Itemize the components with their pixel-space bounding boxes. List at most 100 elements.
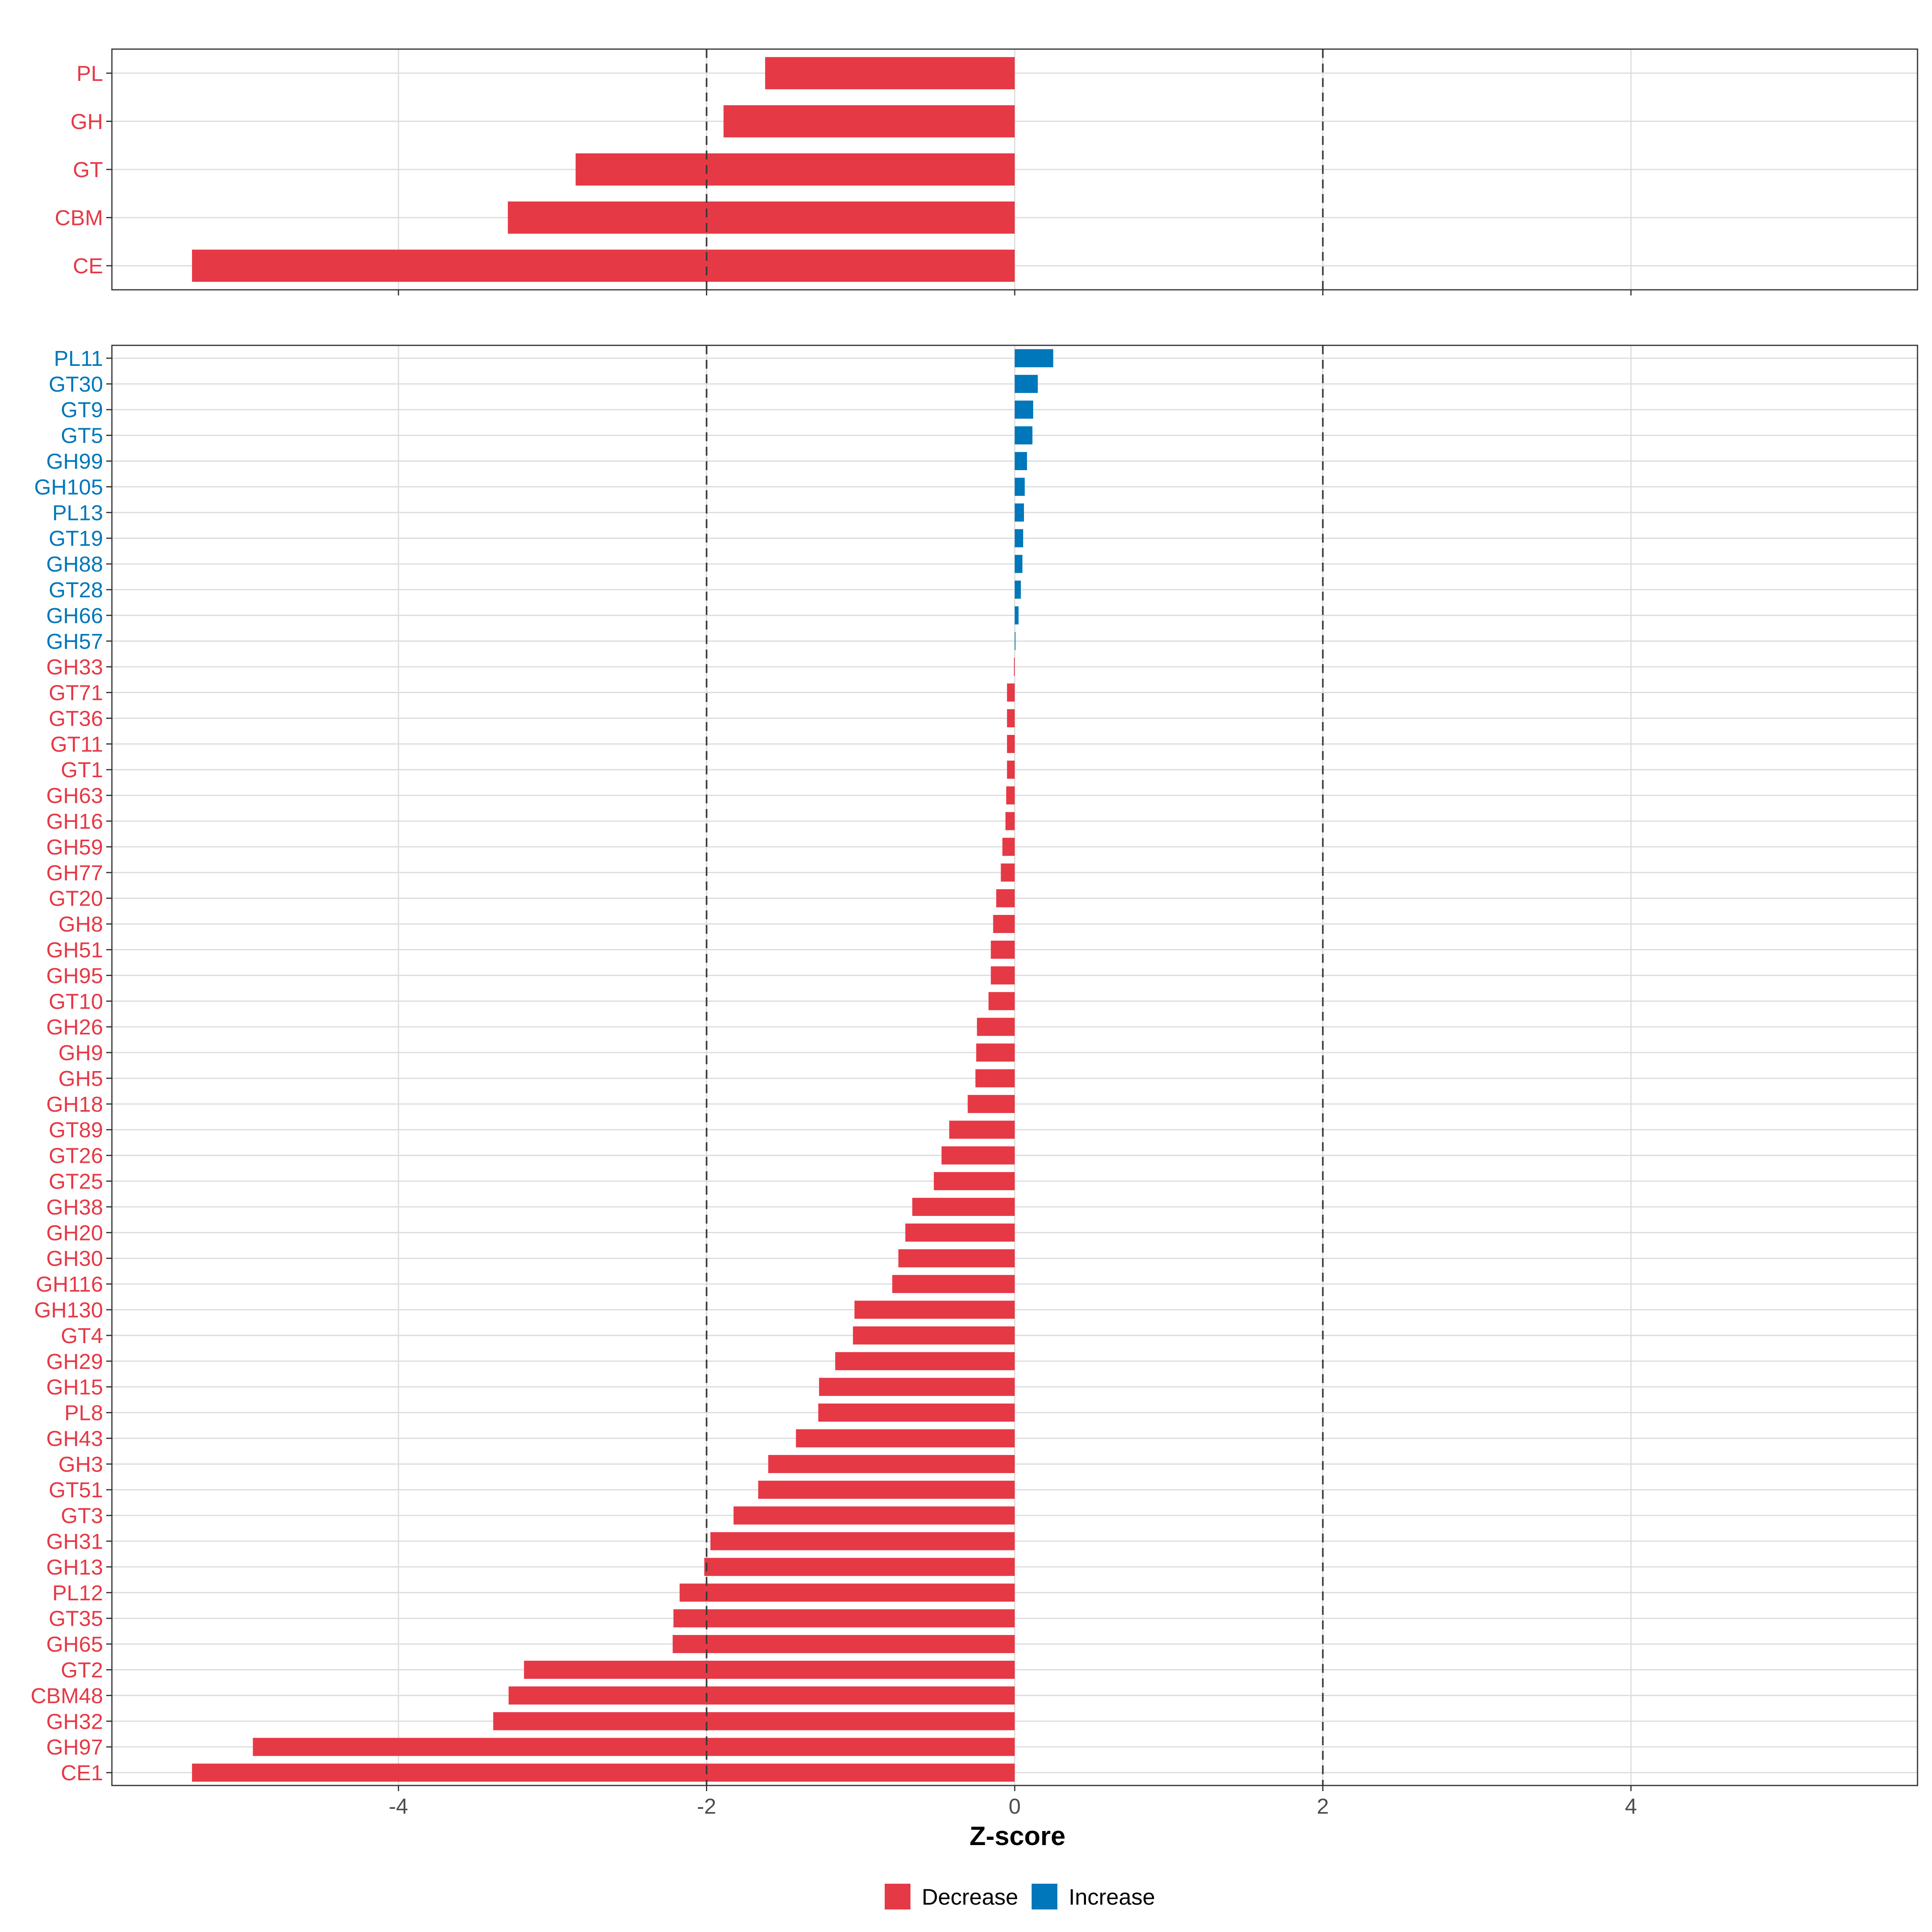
bottom-category-label-gh99: GH99 [46,450,103,474]
bottom-category-label-gt30: GT30 [49,372,103,396]
legend-label-decrease: Decrease [922,1884,1018,1909]
top-bar-cbm [508,201,1015,234]
bottom-category-label-gh26: GH26 [46,1015,103,1039]
bottom-category-label-gt51: GT51 [49,1478,103,1502]
bottom-bar-gh43 [796,1429,1015,1447]
bottom-bar-gt89 [949,1121,1015,1139]
bottom-category-label-gh3: GH3 [58,1452,103,1476]
bottom-bar-gh13 [704,1558,1015,1576]
x-tick-label: 4 [1625,1794,1637,1818]
bottom-bar-gt25 [934,1172,1015,1191]
bottom-category-label-ce1: CE1 [61,1761,103,1785]
bottom-bar-gh8 [993,915,1015,933]
bottom-category-label-gh63: GH63 [46,784,103,808]
bottom-category-label-gh97: GH97 [46,1735,103,1759]
bottom-category-label-gh29: GH29 [46,1350,103,1374]
bottom-category-label-gh88: GH88 [46,552,103,576]
bottom-category-label-pl12: PL12 [52,1581,103,1605]
bottom-bar-gh63 [1006,786,1015,805]
top-bar-gh [723,105,1015,138]
bottom-bar-gh29 [835,1352,1015,1371]
x-tick-label: -2 [697,1794,716,1818]
bottom-bar-gt51 [758,1480,1015,1499]
bottom-category-label-gh33: GH33 [46,655,103,679]
bottom-bar-pl13 [1015,503,1024,522]
top-category-label-gt: GT [73,158,103,182]
bottom-bar-gh51 [991,940,1015,959]
top-bar-gt [576,153,1015,186]
bottom-category-label-pl13: PL13 [52,501,103,525]
bottom-category-label-gh65: GH65 [46,1633,103,1657]
bottom-category-label-gt11: GT11 [50,732,103,756]
bottom-category-label-gh5: GH5 [58,1067,103,1091]
bottom-bar-gt3 [733,1506,1015,1525]
bottom-category-label-gt71: GT71 [49,681,103,705]
bottom-category-label-gt4: GT4 [61,1324,103,1348]
bottom-category-label-gh116: GH116 [36,1272,103,1296]
bottom-bar-gt10 [988,992,1015,1010]
bottom-bar-gt19 [1015,529,1024,547]
bottom-bar-pl11 [1015,349,1053,367]
bottom-category-label-gh8: GH8 [58,912,103,937]
bottom-bar-gh20 [905,1223,1015,1242]
bottom-category-label-gh59: GH59 [46,835,103,859]
bottom-category-label-gh43: GH43 [46,1426,103,1451]
bottom-category-label-gt35: GT35 [49,1607,103,1631]
bottom-bar-gt1 [1007,760,1015,779]
bottom-bar-gh16 [1005,812,1015,830]
bottom-bar-gt26 [941,1146,1015,1165]
bottom-category-label-pl11: PL11 [54,347,103,371]
bottom-category-label-gh20: GH20 [46,1221,103,1245]
bottom-bar-gh15 [819,1378,1015,1396]
bottom-bar-gt35 [673,1609,1015,1628]
bottom-bar-pl8 [818,1404,1015,1422]
legend-label-increase: Increase [1069,1884,1155,1909]
bottom-category-label-gh30: GH30 [46,1247,103,1271]
bottom-category-label-gh18: GH18 [46,1092,103,1117]
legend: Decrease Increase [885,1884,1155,1909]
bottom-category-label-gh51: GH51 [46,938,103,962]
bottom-bar-gh57 [1015,632,1016,650]
bottom-bar-gh95 [991,966,1015,985]
bottom-category-label-gh9: GH9 [58,1041,103,1065]
top-category-label-gh: GH [70,109,103,134]
legend-swatch-increase [1032,1884,1057,1909]
bottom-bar-ce1 [192,1763,1015,1782]
bottom-category-label-gt9: GT9 [61,398,103,422]
bottom-category-label-gh130: GH130 [34,1298,103,1322]
bottom-bar-gh130 [854,1300,1015,1319]
x-tick-label: -4 [389,1794,408,1818]
bottom-bar-gh5 [975,1069,1015,1088]
bottom-bar-gh32 [493,1712,1015,1730]
top-panel: PL GH GT CBM CE [55,48,1918,295]
x-tick-label: 0 [1009,1794,1021,1818]
bottom-bar-gh9 [976,1043,1015,1062]
bottom-category-label-gt36: GT36 [49,706,103,731]
bottom-bar-gh26 [977,1018,1015,1036]
bottom-bar-gh30 [898,1249,1015,1267]
bottom-bar-pl12 [679,1583,1015,1602]
bottom-bar-gh18 [968,1095,1015,1113]
bottom-bar-gh77 [1001,863,1015,882]
top-category-label-pl: PL [76,62,103,86]
bottom-category-label-gt26: GT26 [49,1144,103,1168]
bottom-category-label-gh38: GH38 [46,1195,103,1219]
bottom-bar-gh33 [1014,658,1015,676]
bottom-bar-gh116 [892,1275,1015,1293]
bottom-bar-gt9 [1015,400,1033,419]
bottom-category-label-gt10: GT10 [49,989,103,1013]
bottom-category-label-gh15: GH15 [46,1375,103,1399]
bottom-bar-gh66 [1015,606,1019,625]
bottom-bar-gh38 [912,1197,1015,1216]
bottom-category-label-gt5: GT5 [61,424,103,448]
bottom-category-label-gh66: GH66 [46,604,103,628]
x-tick-label: 2 [1317,1794,1329,1818]
bottom-bar-gh65 [673,1635,1015,1653]
bottom-bar-gh97 [253,1738,1015,1756]
bottom-bar-gh3 [768,1455,1015,1473]
bottom-bar-gt11 [1007,735,1015,753]
bottom-bar-gh99 [1015,452,1027,471]
bottom-category-label-gh32: GH32 [46,1709,103,1734]
bottom-bar-gt28 [1015,580,1021,599]
